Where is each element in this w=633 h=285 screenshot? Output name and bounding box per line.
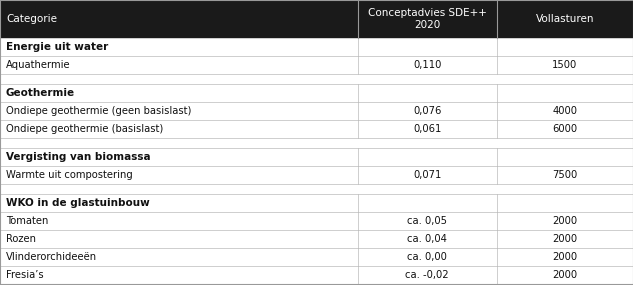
Text: WKO in de glastuinbouw: WKO in de glastuinbouw	[6, 198, 150, 208]
Text: 7500: 7500	[553, 170, 577, 180]
Text: Geothermie: Geothermie	[6, 88, 75, 98]
Text: Vergisting van biomassa: Vergisting van biomassa	[6, 152, 151, 162]
Text: Vollasturen: Vollasturen	[536, 14, 594, 24]
Text: 2000: 2000	[553, 216, 577, 226]
Text: Ondiepe geothermie (basislast): Ondiepe geothermie (basislast)	[6, 124, 163, 134]
Text: Vlinderorchideeën: Vlinderorchideeën	[6, 252, 97, 262]
Text: 0,110: 0,110	[413, 60, 441, 70]
Text: 0,076: 0,076	[413, 106, 441, 116]
Text: 1500: 1500	[553, 60, 577, 70]
Text: Rozen: Rozen	[6, 234, 36, 244]
Text: ca. 0,00: ca. 0,00	[408, 252, 447, 262]
Text: 2000: 2000	[553, 234, 577, 244]
Text: Fresia’s: Fresia’s	[6, 270, 44, 280]
Text: 0,061: 0,061	[413, 124, 441, 134]
Text: Categorie: Categorie	[6, 14, 57, 24]
Text: Aquathermie: Aquathermie	[6, 60, 71, 70]
Text: Ondiepe geothermie (geen basislast): Ondiepe geothermie (geen basislast)	[6, 106, 191, 116]
Text: 6000: 6000	[553, 124, 577, 134]
Text: ca. 0,04: ca. 0,04	[408, 234, 447, 244]
Text: ca. -0,02: ca. -0,02	[406, 270, 449, 280]
Text: Tomaten: Tomaten	[6, 216, 48, 226]
Text: Conceptadvies SDE++
2020: Conceptadvies SDE++ 2020	[368, 8, 487, 30]
Text: 2000: 2000	[553, 252, 577, 262]
Text: Warmte uit compostering: Warmte uit compostering	[6, 170, 133, 180]
Text: ca. 0,05: ca. 0,05	[407, 216, 448, 226]
Bar	[0, 0, 633, 38]
Text: 4000: 4000	[553, 106, 577, 116]
Text: 2000: 2000	[553, 270, 577, 280]
Text: 0,071: 0,071	[413, 170, 441, 180]
Text: Energie uit water: Energie uit water	[6, 42, 108, 52]
